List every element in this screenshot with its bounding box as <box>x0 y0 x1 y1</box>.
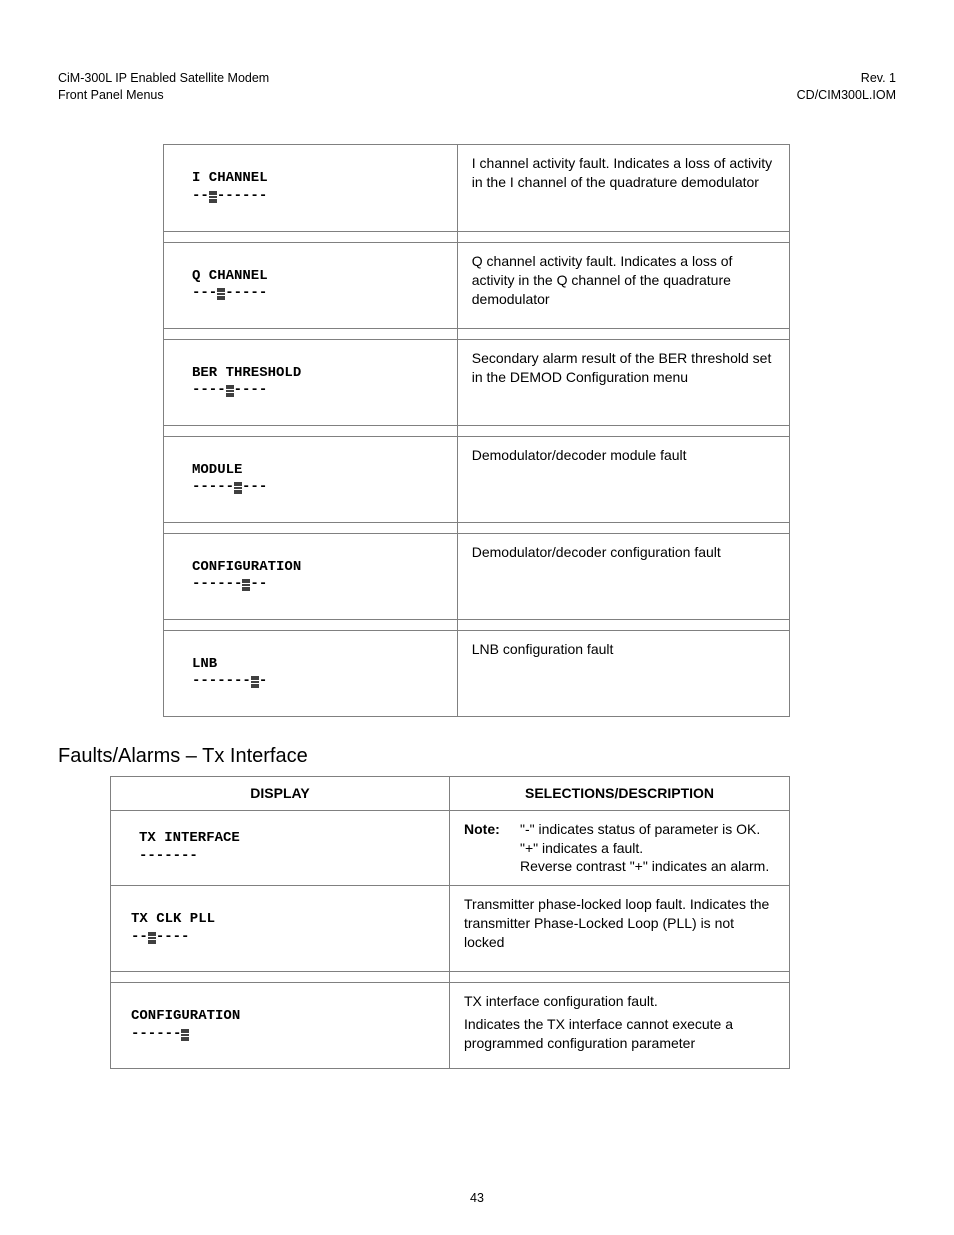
description-cell: I channel activity fault. Indicates a lo… <box>458 145 789 231</box>
spacer-row <box>164 619 789 630</box>
header-subtitle: Front Panel Menus <box>58 87 269 104</box>
display-dashes: ------- <box>139 848 435 866</box>
description-cell: Demodulator/decoder module fault <box>458 437 789 522</box>
display-label: TX CLK PLL <box>131 911 435 929</box>
display-cell: BER THRESHOLD-------- <box>164 340 458 425</box>
header-title: CiM-300L IP Enabled Satellite Modem <box>58 70 269 87</box>
header-rev: Rev. 1 <box>797 70 896 87</box>
table-row: BER THRESHOLD--------Secondary alarm res… <box>164 339 789 425</box>
description-cell: Secondary alarm result of the BER thresh… <box>458 340 789 425</box>
spacer-row <box>164 231 789 242</box>
table-row: CONFIGURATION------TX interface configur… <box>111 982 789 1068</box>
faults-table-2: DISPLAYSELECTIONS/DESCRIPTIONTX INTERFAC… <box>110 776 790 1070</box>
display-cell: I CHANNEL-------- <box>164 145 458 231</box>
display-cell: CONFIGURATION-------- <box>164 534 458 619</box>
display-cell: TX INTERFACE------- <box>111 811 450 886</box>
display-label: CONFIGURATION <box>192 559 443 577</box>
display-label: Q CHANNEL <box>192 268 443 286</box>
section-title: Faults/Alarms – Tx Interface <box>58 745 896 768</box>
table-header-row: DISPLAYSELECTIONS/DESCRIPTION <box>111 777 789 810</box>
description-cell: Demodulator/decoder configuration fault <box>458 534 789 619</box>
col-display: DISPLAY <box>111 777 450 810</box>
faults-table-1: I CHANNEL--------I channel activity faul… <box>163 144 790 717</box>
table-row: TX INTERFACE-------Note:"-" indicates st… <box>111 810 789 886</box>
display-label: I CHANNEL <box>192 170 443 188</box>
display-cell: LNB-------- <box>164 631 458 716</box>
spacer-row <box>164 328 789 339</box>
table-row: LNB--------LNB configuration fault <box>164 630 789 716</box>
display-label: MODULE <box>192 462 443 480</box>
description-cell: Q channel activity fault. Indicates a lo… <box>458 243 789 328</box>
description-cell: Note:"-" indicates status of parameter i… <box>450 811 789 886</box>
table-row: TX CLK PLL------Transmitter phase-locked… <box>111 885 789 971</box>
note-text: "-" indicates status of parameter is OK.… <box>520 820 775 877</box>
display-cell: TX CLK PLL------ <box>111 885 450 971</box>
description-cell: Transmitter phase-locked loop fault. Ind… <box>450 885 789 971</box>
spacer-row <box>111 971 789 982</box>
spacer-row <box>164 522 789 533</box>
spacer-row <box>164 425 789 436</box>
display-label: CONFIGURATION <box>131 1008 435 1026</box>
page-header: CiM-300L IP Enabled Satellite Modem Fron… <box>58 70 896 104</box>
header-doc: CD/CIM300L.IOM <box>797 87 896 104</box>
display-label: LNB <box>192 656 443 674</box>
description-cell: LNB configuration fault <box>458 631 789 716</box>
description-cell: TX interface configuration fault.Indicat… <box>450 982 789 1068</box>
page-number: 43 <box>0 1191 954 1205</box>
table-row: CONFIGURATION--------Demodulator/decoder… <box>164 533 789 619</box>
display-cell: MODULE-------- <box>164 437 458 522</box>
display-cell: Q CHANNEL-------- <box>164 243 458 328</box>
col-description: SELECTIONS/DESCRIPTION <box>450 777 789 810</box>
display-label: BER THRESHOLD <box>192 365 443 383</box>
display-cell: CONFIGURATION------ <box>111 982 450 1068</box>
note-label: Note: <box>464 820 514 877</box>
table-row: I CHANNEL--------I channel activity faul… <box>164 145 789 231</box>
table-row: Q CHANNEL--------Q channel activity faul… <box>164 242 789 328</box>
table-row: MODULE--------Demodulator/decoder module… <box>164 436 789 522</box>
display-label: TX INTERFACE <box>139 830 435 848</box>
